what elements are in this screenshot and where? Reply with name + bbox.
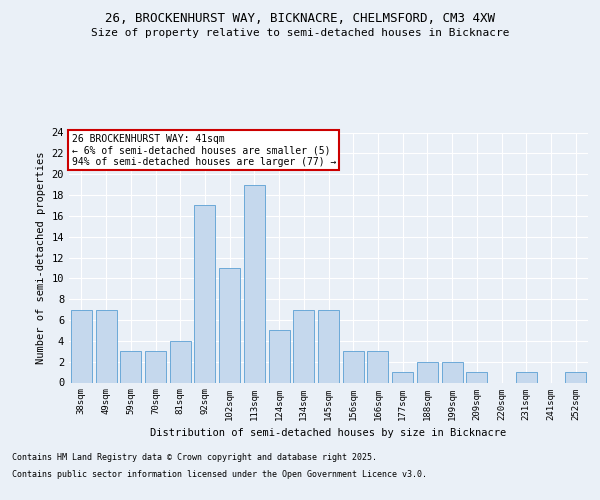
X-axis label: Distribution of semi-detached houses by size in Bicknacre: Distribution of semi-detached houses by … bbox=[151, 428, 506, 438]
Text: Contains HM Land Registry data © Crown copyright and database right 2025.: Contains HM Land Registry data © Crown c… bbox=[12, 454, 377, 462]
Text: Contains public sector information licensed under the Open Government Licence v3: Contains public sector information licen… bbox=[12, 470, 427, 479]
Bar bbox=[269, 330, 290, 382]
Bar bbox=[442, 362, 463, 382]
Bar bbox=[71, 310, 92, 382]
Text: Size of property relative to semi-detached houses in Bicknacre: Size of property relative to semi-detach… bbox=[91, 28, 509, 38]
Bar bbox=[367, 351, 388, 382]
Y-axis label: Number of semi-detached properties: Number of semi-detached properties bbox=[36, 151, 46, 364]
Bar bbox=[244, 184, 265, 382]
Bar bbox=[120, 351, 141, 382]
Bar bbox=[466, 372, 487, 382]
Bar bbox=[392, 372, 413, 382]
Bar bbox=[565, 372, 586, 382]
Bar bbox=[95, 310, 116, 382]
Bar bbox=[194, 206, 215, 382]
Bar bbox=[343, 351, 364, 382]
Text: 26 BROCKENHURST WAY: 41sqm
← 6% of semi-detached houses are smaller (5)
94% of s: 26 BROCKENHURST WAY: 41sqm ← 6% of semi-… bbox=[71, 134, 336, 167]
Bar bbox=[293, 310, 314, 382]
Bar bbox=[318, 310, 339, 382]
Bar bbox=[516, 372, 537, 382]
Bar bbox=[170, 341, 191, 382]
Bar bbox=[417, 362, 438, 382]
Bar bbox=[145, 351, 166, 382]
Text: 26, BROCKENHURST WAY, BICKNACRE, CHELMSFORD, CM3 4XW: 26, BROCKENHURST WAY, BICKNACRE, CHELMSF… bbox=[105, 12, 495, 26]
Bar bbox=[219, 268, 240, 382]
